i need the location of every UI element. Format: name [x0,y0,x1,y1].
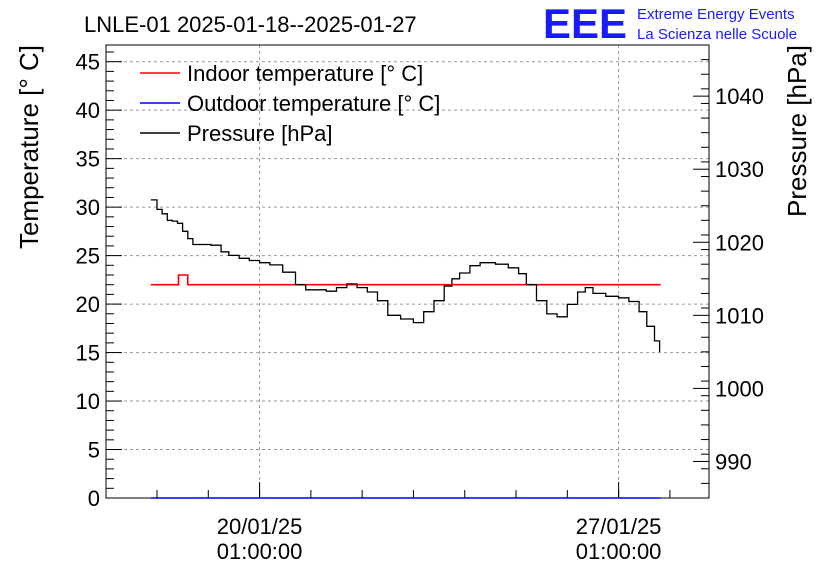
x-tick-label-date: 27/01/25 [576,514,662,539]
y2-tick-label: 1030 [715,157,764,182]
y-tick-label: 35 [76,147,100,172]
y-tick-label: 45 [76,50,100,75]
legend-label-indoor: Indoor temperature [° C] [187,61,423,86]
y-tick-label: 15 [76,341,100,366]
y2-tick-label: 1000 [715,376,764,401]
y2-tick-label: 1010 [715,303,764,328]
legend-label-pressure: Pressure [hPa] [187,121,333,146]
legend-label-outdoor: Outdoor temperature [° C] [187,91,440,116]
y-axis-label: Temperature [° C] [14,45,44,249]
y2-tick-label: 1040 [715,84,764,109]
y2-tick-label: 1020 [715,230,764,255]
eee-logo-line-2: La Scienza nelle Scuole [637,26,797,43]
x-tick-label-time: 01:00:00 [217,539,303,564]
grid [106,45,709,498]
axis-ticks: 0 5 10 15 20 25 30 35 40 45 990 1000 1010 1020 1030 104… [76,50,764,564]
y-tick-label: 5 [88,438,100,463]
chart-title: LNLE-01 2025-01-18--2025-01-27 [84,12,417,37]
y-tick-label: 40 [76,98,100,123]
eee-logo-line-1: Extreme Energy Events [637,6,795,23]
eee-logo: EEE Extreme Energy Events La Scienza nel… [543,0,797,47]
y-tick-label: 30 [76,195,100,220]
y-tick-label: 0 [88,486,100,511]
series-line-0 [150,274,661,286]
series-lines [150,199,661,499]
y-tick-label: 10 [76,389,100,414]
legend: Indoor temperature [° C] Outdoor tempera… [140,61,440,146]
y2-axis-label: Pressure [hPa] [782,45,812,217]
x-tick-label-date: 20/01/25 [217,514,303,539]
series-line-2 [150,199,661,352]
x-tick-label-time: 01:00:00 [576,539,662,564]
y-tick-label: 25 [76,244,100,269]
y-tick-label: 20 [76,292,100,317]
y2-tick-label: 990 [715,449,752,474]
eee-logo-letters: EEE [543,0,627,47]
